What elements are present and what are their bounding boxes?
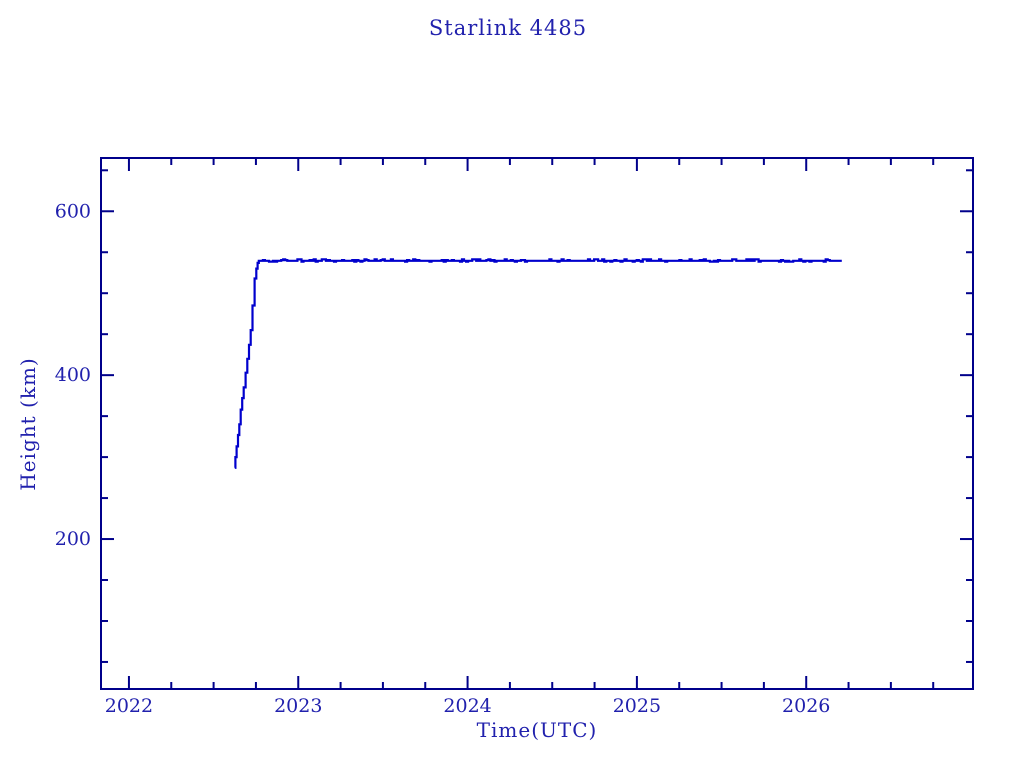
x-tick-label: 2025 — [613, 695, 661, 717]
chart-title: Starlink 4485 — [428, 16, 588, 40]
y-tick-label: 200 — [55, 528, 91, 550]
y-axis-title: Height (km) — [16, 357, 40, 491]
y-tick-label: 400 — [55, 364, 91, 386]
x-tick-label: 2023 — [274, 695, 322, 717]
data-line-orbit-height — [234, 258, 842, 469]
x-tick-label: 2024 — [443, 695, 491, 717]
y-tick-label: 600 — [55, 200, 91, 222]
x-tick-label: 2026 — [782, 695, 830, 717]
x-tick-label: 2022 — [105, 695, 153, 717]
plot-frame — [100, 157, 974, 690]
x-axis-title: Time(UTC) — [476, 718, 598, 742]
